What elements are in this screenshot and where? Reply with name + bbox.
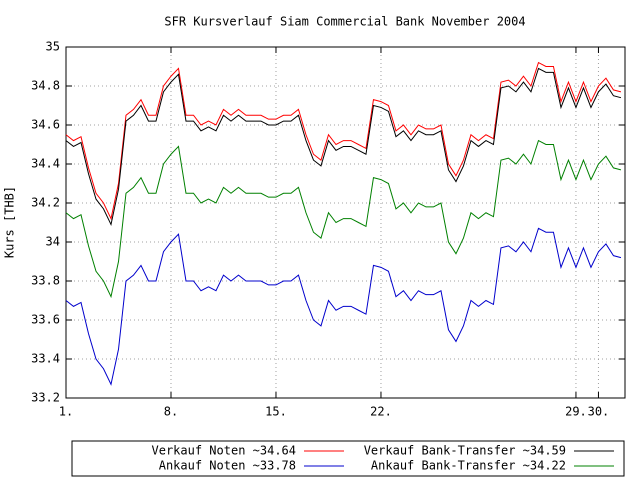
series-line — [65, 227, 622, 386]
x-tick-label: 8. — [164, 405, 178, 419]
x-tick-label: 22. — [370, 405, 392, 419]
series-line — [65, 139, 622, 299]
y-tick-label: 34.4 — [31, 157, 60, 171]
y-axis-label: Kurs [THB] — [3, 186, 17, 258]
x-tick-label: 29. — [565, 405, 587, 419]
y-tick-label: 33.6 — [31, 313, 60, 327]
legend-box — [71, 440, 625, 477]
legend-label: Ankauf Bank-Transfer ~34.22 — [371, 459, 566, 473]
plot-frame — [65, 46, 626, 399]
y-tick-label: 33.2 — [31, 391, 60, 405]
series-line — [65, 61, 622, 221]
chart-title: SFR Kursverlauf Siam Commercial Bank Nov… — [164, 15, 525, 29]
series-line — [65, 67, 622, 226]
y-tick-label: 34 — [46, 235, 60, 249]
y-tick-label: 34.2 — [31, 196, 60, 210]
x-tick-label: 15. — [265, 405, 287, 419]
legend-label: Verkauf Bank-Transfer ~34.59 — [364, 444, 566, 458]
x-tick-label: 1. — [59, 405, 73, 419]
y-tick-label: 34.6 — [31, 118, 60, 132]
y-tick-label: 33.8 — [31, 274, 60, 288]
y-tick-label: 34.8 — [31, 79, 60, 93]
legend-label: Verkauf Noten ~34.64 — [152, 444, 297, 458]
y-tick-label: 35 — [46, 40, 60, 54]
y-tick-label: 33.4 — [31, 352, 60, 366]
x-tick-label: 30. — [588, 405, 610, 419]
legend-label: Ankauf Noten ~33.78 — [159, 459, 296, 473]
